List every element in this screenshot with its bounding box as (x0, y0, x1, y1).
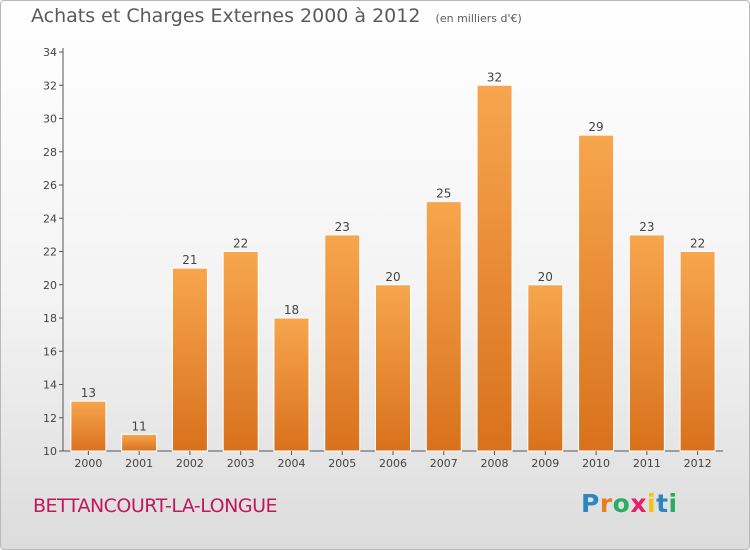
x-tick-label: 2006 (379, 457, 407, 470)
bar (527, 284, 564, 452)
y-tick-label: 18 (43, 312, 57, 325)
city-name: BETTANCOURT-LA-LONGUE (33, 495, 278, 517)
data-label: 22 (233, 237, 248, 251)
data-label: 21 (182, 253, 197, 267)
data-label: 22 (690, 237, 705, 251)
x-tick-label: 2001 (125, 457, 153, 470)
y-tick-label: 12 (43, 412, 57, 425)
bar (171, 267, 208, 452)
y-tick-label: 10 (43, 445, 57, 458)
y-tick-label: 20 (43, 279, 57, 292)
x-tick-label: 2003 (227, 457, 255, 470)
bar (222, 251, 259, 452)
y-tick-label: 22 (43, 246, 57, 259)
data-label: 32 (487, 70, 502, 84)
data-label: 20 (385, 270, 400, 284)
data-label: 23 (639, 220, 654, 234)
y-tick-label: 30 (43, 113, 57, 126)
x-tick-label: 2009 (531, 457, 559, 470)
y-tick-label: 34 (43, 46, 57, 59)
y-tick-label: 32 (43, 79, 57, 92)
bar (578, 134, 615, 452)
data-label: 18 (284, 303, 299, 317)
bar (121, 433, 158, 452)
data-label: 23 (335, 220, 350, 234)
bar (273, 317, 310, 452)
data-label: 20 (538, 270, 553, 284)
x-tick-label: 2007 (430, 457, 458, 470)
y-tick-label: 14 (43, 379, 57, 392)
x-tick-label: 2005 (328, 457, 356, 470)
x-tick-label: 2010 (582, 457, 610, 470)
x-tick-label: 2011 (633, 457, 661, 470)
x-tick-label: 2008 (481, 457, 509, 470)
y-tick-label: 26 (43, 179, 57, 192)
x-tick-label: 2012 (684, 457, 712, 470)
x-tick-label: 2000 (74, 457, 102, 470)
data-label: 29 (588, 120, 603, 134)
chart-title: Achats et Charges Externes 2000 à 2012 (31, 5, 421, 27)
bar (324, 234, 361, 452)
data-label: 25 (436, 187, 451, 201)
bar (375, 284, 411, 452)
bar (70, 400, 107, 452)
bar (679, 251, 716, 452)
chart-title-row: Achats et Charges Externes 2000 à 2012 (… (31, 5, 522, 27)
bar (628, 234, 665, 452)
y-tick-label: 24 (43, 212, 57, 225)
data-label: 11 (132, 419, 147, 433)
data-label: 13 (81, 386, 96, 400)
bar (476, 84, 513, 452)
proxiti-logo: Proxiti (581, 489, 678, 518)
bar (425, 201, 462, 452)
x-tick-label: 2002 (176, 457, 204, 470)
x-tick-label: 2004 (277, 457, 305, 470)
y-tick-label: 28 (43, 146, 57, 159)
y-tick-label: 16 (43, 345, 57, 358)
chart-unit-label: (en milliers d'€) (435, 12, 522, 25)
